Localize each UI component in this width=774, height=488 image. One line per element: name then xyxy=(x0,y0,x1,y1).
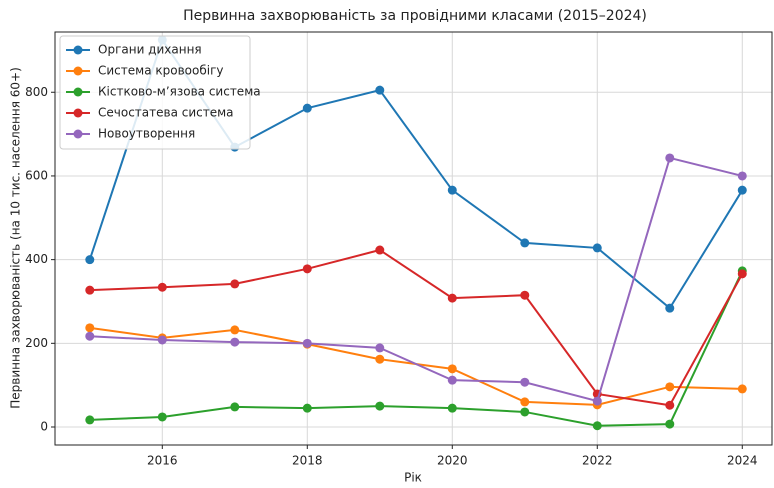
legend-marker xyxy=(73,87,83,97)
legend-marker xyxy=(73,66,83,76)
data-point xyxy=(230,337,240,347)
y-tick-label: 800 xyxy=(25,85,48,99)
data-point xyxy=(157,412,167,422)
data-point xyxy=(520,238,530,248)
data-point xyxy=(230,402,240,412)
data-point xyxy=(665,419,675,429)
data-point xyxy=(85,331,95,341)
data-point xyxy=(302,264,312,274)
x-tick-label: 2024 xyxy=(727,454,758,468)
data-point xyxy=(447,375,457,385)
data-point xyxy=(665,303,675,313)
legend-label: Новоутворення xyxy=(98,127,195,141)
y-tick-label: 200 xyxy=(25,336,48,350)
data-point xyxy=(665,382,675,392)
data-point xyxy=(375,85,385,95)
data-point xyxy=(665,153,675,163)
data-point xyxy=(85,323,95,333)
data-point xyxy=(302,338,312,348)
data-point xyxy=(520,407,530,417)
plot-frame xyxy=(54,31,773,446)
data-point xyxy=(302,103,312,113)
legend-label: Органи дихання xyxy=(98,43,202,57)
y-axis-label: Первинна захворюваність (на 10 тис. насе… xyxy=(9,67,23,409)
legend-marker xyxy=(73,129,83,139)
data-point xyxy=(737,269,747,279)
series-line xyxy=(89,248,744,407)
data-point xyxy=(230,325,240,335)
data-point xyxy=(375,354,385,364)
x-tick-label: 2016 xyxy=(147,454,178,468)
legend: Органи дихання Система кровообігу Кістково… xyxy=(59,35,261,150)
data-point xyxy=(737,171,747,181)
legend-marker xyxy=(73,108,83,118)
data-point xyxy=(157,282,167,292)
x-axis-label: Рік xyxy=(404,471,422,485)
data-point xyxy=(520,377,530,387)
data-point xyxy=(737,384,747,394)
x-tick-label: 2022 xyxy=(582,454,613,468)
data-point xyxy=(520,397,530,407)
legend-label: Сечостатева система xyxy=(98,106,234,120)
data-point xyxy=(157,335,167,345)
legend-label: Кістково-м’язова система xyxy=(98,85,261,99)
data-point xyxy=(592,421,602,431)
legend-box xyxy=(59,35,251,150)
chart-title: Первинна захворюваність за провідними кл… xyxy=(183,8,647,24)
data-point xyxy=(737,185,747,195)
data-point xyxy=(302,403,312,413)
data-point xyxy=(375,245,385,255)
data-point xyxy=(85,415,95,425)
data-point xyxy=(520,290,530,300)
data-point xyxy=(375,343,385,353)
x-tick-label: 2018 xyxy=(292,454,323,468)
data-point xyxy=(85,285,95,295)
data-point xyxy=(592,243,602,253)
data-point xyxy=(447,293,457,303)
series-line xyxy=(89,156,743,403)
y-tick-label: 600 xyxy=(25,168,48,182)
data-point xyxy=(85,255,95,265)
data-point xyxy=(447,185,457,195)
x-tick-label: 2020 xyxy=(437,454,468,468)
series-line xyxy=(89,270,744,427)
data-point xyxy=(447,403,457,413)
data-point xyxy=(592,396,602,406)
legend-marker xyxy=(73,45,83,55)
data-point xyxy=(375,401,385,411)
y-tick-label: 0 xyxy=(40,420,48,434)
data-point xyxy=(665,400,675,410)
data-point xyxy=(230,279,240,289)
data-point xyxy=(447,364,457,374)
series-line xyxy=(89,326,743,406)
y-tick-label: 400 xyxy=(25,252,48,266)
legend-label: Система кровообігу xyxy=(98,64,223,78)
